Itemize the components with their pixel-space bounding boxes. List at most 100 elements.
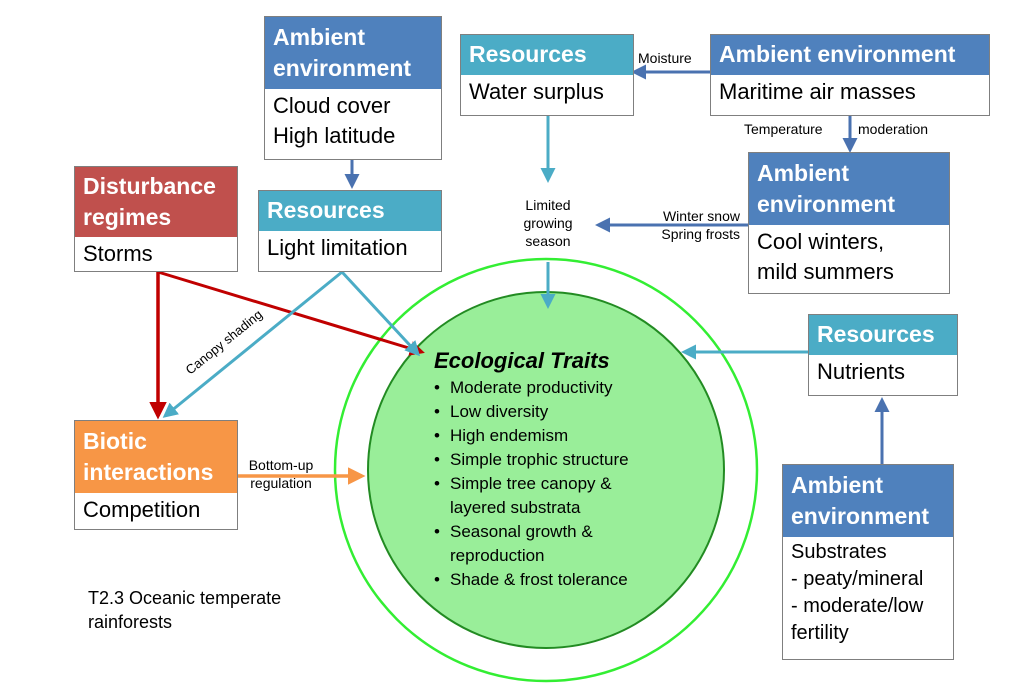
box-header: Disturbance regimes [75, 167, 237, 237]
traits-list: • Moderate productivity • Low diversity • Hig… [418, 376, 718, 592]
header-line: Disturbance [83, 173, 216, 199]
trait-item: • Seasonal growth & [418, 520, 718, 544]
body-line: mild summers [757, 259, 894, 284]
box-header: Ambient environment [783, 465, 953, 537]
box-resources-nutrients: Resources Nutrients [808, 314, 958, 396]
label-line: regulation [250, 475, 312, 491]
header-line: Ambient [273, 24, 365, 50]
trait-text: layered substrata [450, 498, 581, 517]
box-body: Maritime air masses [711, 75, 989, 109]
label-winter-snow: Winter snow Spring frosts [628, 207, 740, 243]
bullet-icon: • [434, 474, 440, 493]
header-line: Resources [267, 197, 385, 223]
box-resources-light: Resources Light limitation [258, 190, 442, 272]
box-disturbance: Disturbance regimes Storms [74, 166, 238, 272]
box-body: Storms [75, 237, 237, 271]
body-line: Light limitation [267, 235, 408, 260]
bullet-icon: • [434, 402, 440, 421]
label-moisture: Moisture [638, 50, 692, 66]
header-line: Ambient [757, 160, 849, 186]
box-ambient-cool: Ambient environment Cool winters, mild s… [748, 152, 950, 294]
trait-text: Shade & frost tolerance [450, 570, 628, 589]
trait-text: High endemism [450, 426, 569, 445]
trait-item: • Low diversity [418, 400, 718, 424]
box-biotic: Biotic interactions Competition [74, 420, 238, 530]
traits-outer-ring [333, 257, 759, 683]
body-line: Water surplus [469, 79, 604, 104]
box-body: Substrates - peaty/mineral - moderate/lo… [783, 537, 953, 649]
label-line: growing [523, 215, 573, 231]
box-header: Resources [809, 315, 957, 355]
label-limited-growing-season: Limited growing season [510, 196, 586, 250]
trait-text: Simple trophic structure [450, 450, 629, 469]
header-line: interactions [83, 459, 214, 485]
label-moderation: moderation [858, 121, 929, 137]
box-resources-water: Resources Water surplus [460, 34, 634, 116]
header-line: regimes [83, 204, 172, 230]
trait-text: Simple tree canopy & [450, 474, 612, 493]
arrow-light-to-biotic [162, 270, 343, 418]
body-line: Cloud cover [273, 93, 391, 118]
trait-item: • High endemism [418, 424, 718, 448]
ecological-traits: Ecological Traits • Moderate productivity… [418, 348, 718, 592]
header-line: environment [791, 503, 930, 529]
box-body: Water surplus [461, 75, 633, 109]
box-body: Cool winters, mild summers [749, 225, 949, 289]
box-header: Ambient environment [265, 17, 441, 89]
traits-title: Ecological Traits [434, 348, 610, 373]
box-header: Resources [259, 191, 441, 231]
label-temperature: Temperature [744, 121, 823, 137]
body-line: fertility [791, 622, 849, 644]
header-line: Resources [469, 41, 587, 67]
bullet-icon: • [434, 426, 440, 445]
trait-text: Low diversity [450, 402, 549, 421]
trait-item: layered substrata [418, 496, 718, 520]
bullet-icon: • [434, 450, 440, 469]
trait-item: • Moderate productivity [418, 376, 718, 400]
box-body: Competition [75, 493, 237, 527]
trait-text: Moderate productivity [450, 378, 613, 397]
bullet-icon: • [434, 570, 440, 589]
arrow-storms-to-traits [157, 270, 425, 356]
box-header: Resources [461, 35, 633, 75]
label-line: Limited [525, 197, 571, 213]
body-line: Maritime air masses [719, 79, 916, 104]
body-line: Cool winters, [757, 229, 885, 254]
body-line: Nutrients [817, 359, 906, 384]
body-line: Substrates [791, 541, 887, 563]
label-line: Bottom-up [248, 457, 314, 473]
body-line: - peaty/mineral [791, 568, 924, 590]
trait-text: reproduction [450, 546, 545, 565]
box-header: Biotic interactions [75, 421, 237, 493]
box-header: Ambient environment [711, 35, 989, 75]
caption-line: T2.3 Oceanic temperate [88, 588, 282, 608]
box-header: Ambient environment [749, 153, 949, 225]
label-line: Winter snow [662, 208, 740, 224]
box-ambient-cloud: Ambient environment Cloud cover High lat… [264, 16, 442, 160]
label-line: Spring frosts [661, 226, 740, 242]
box-body: Cloud cover High latitude [265, 89, 441, 153]
header-line: Ambient environment [719, 41, 956, 67]
header-line: Biotic [83, 428, 147, 454]
bullet-icon: • [434, 378, 440, 397]
header-line: environment [757, 191, 896, 217]
trait-item: • Simple trophic structure [418, 448, 718, 472]
box-body: Nutrients [809, 355, 957, 389]
body-line: High latitude [273, 123, 396, 148]
header-line: Ambient [791, 472, 883, 498]
arrow-light-to-traits [340, 270, 421, 357]
bullet-icon: • [434, 522, 440, 541]
caption-line: rainforests [88, 612, 173, 632]
trait-item: • Shade & frost tolerance [418, 568, 718, 592]
box-ambient-substrates: Ambient environment Substrates - peaty/m… [782, 464, 954, 660]
body-line: Storms [83, 241, 153, 266]
box-body: Light limitation [259, 231, 441, 265]
box-ambient-maritime: Ambient environment Maritime air masses [710, 34, 990, 116]
header-line: Resources [817, 321, 935, 347]
trait-text: Seasonal growth & [450, 522, 593, 541]
traits-circle [367, 291, 725, 649]
figure-caption: T2.3 Oceanic temperate rainforests [88, 586, 281, 634]
body-line: Competition [83, 497, 201, 522]
